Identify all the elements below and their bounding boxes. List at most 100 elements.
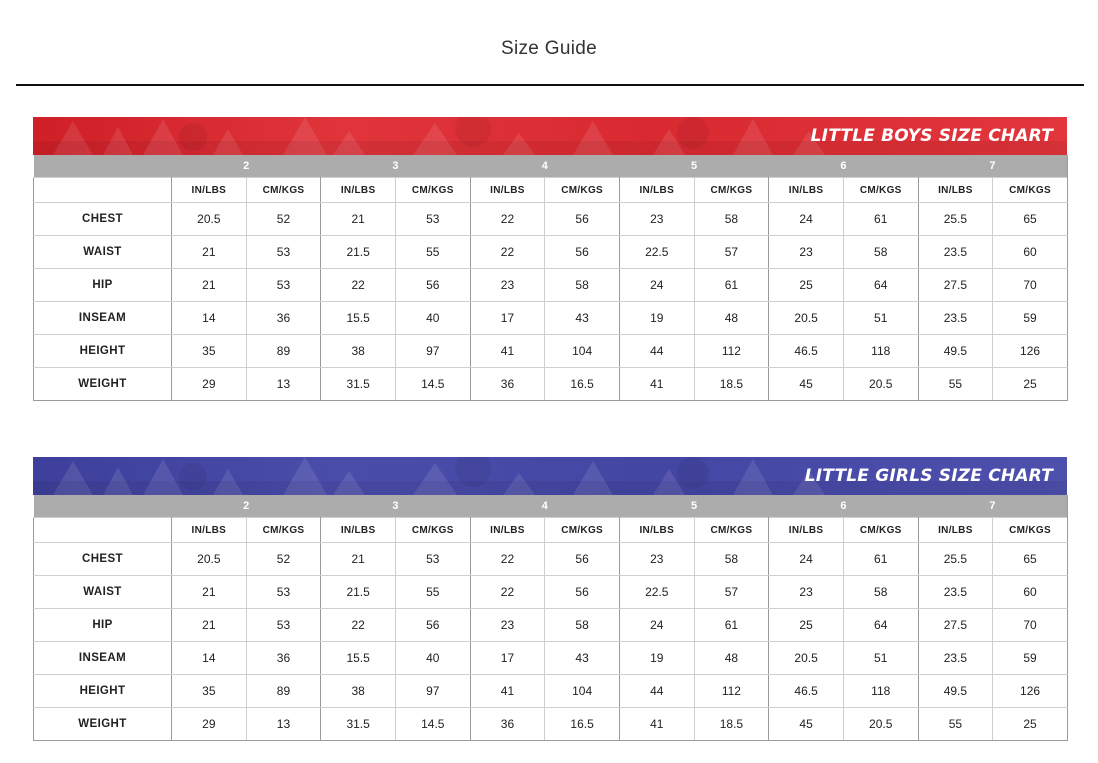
table-cell: 55 [394, 575, 471, 609]
little-girls-size-chart: LITTLE GIRLS SIZE CHART 2 3 4 5 6 7 IN/LBS CM/K… [33, 457, 1068, 741]
size-header-blank [33, 155, 172, 178]
table-cell: 22 [320, 608, 396, 642]
table-cell: 52 [245, 542, 322, 576]
table-cell: 25 [992, 707, 1068, 741]
table-cell: 40 [394, 641, 471, 675]
table-cell: 24 [618, 608, 695, 642]
table-cell: 21 [171, 235, 247, 269]
unit-header-cell: CM/KGS [245, 177, 322, 203]
table-cell: 22 [469, 575, 546, 609]
measurement-label: CHEST [33, 542, 172, 576]
table-cell: 20.5 [171, 542, 247, 576]
table-cell: 126 [992, 334, 1068, 368]
table-cell: 38 [320, 674, 396, 708]
size-header-cell: 5 [619, 155, 769, 178]
table-cell: 21 [320, 542, 396, 576]
table-cell: 56 [544, 575, 620, 609]
table-cell: 89 [245, 674, 322, 708]
measurement-label: HEIGHT [33, 334, 172, 368]
table-cell: 36 [245, 641, 322, 675]
table-cell: 23 [768, 575, 844, 609]
unit-header-cell: IN/LBS [320, 177, 396, 203]
table-cell: 112 [693, 674, 770, 708]
table-row: CHEST 20.5 52 21 53 22 56 23 58 24 61 25.5 65 [33, 542, 1068, 576]
unit-header-cell: CM/KGS [693, 177, 770, 203]
table-row: INSEAM 14 36 15.5 40 17 43 19 48 20.5 51 23.5 59 [33, 641, 1068, 675]
table-cell: 25 [992, 367, 1068, 401]
table-cell: 59 [992, 301, 1068, 335]
table-cell: 61 [693, 608, 770, 642]
unit-header-cell: IN/LBS [469, 517, 546, 543]
table-row: HIP 21 53 22 56 23 58 24 61 25 64 27.5 70 [33, 608, 1068, 642]
table-cell: 48 [693, 301, 770, 335]
table-cell: 112 [693, 334, 770, 368]
table-cell: 41 [469, 674, 546, 708]
table-row: WAIST 21 53 21.5 55 22 56 22.5 57 23 58 23.5 60 [33, 235, 1068, 269]
table-cell: 56 [544, 235, 620, 269]
table-cell: 51 [842, 641, 919, 675]
table-cell: 18.5 [693, 367, 770, 401]
unit-header-cell: IN/LBS [469, 177, 546, 203]
table-cell: 23 [618, 542, 695, 576]
table-cell: 64 [842, 608, 919, 642]
table-cell: 23.5 [917, 235, 994, 269]
unit-header-cell: CM/KGS [842, 517, 919, 543]
unit-header-cell: CM/KGS [842, 177, 919, 203]
table-cell: 31.5 [320, 707, 396, 741]
table-cell: 20.5 [171, 202, 247, 236]
size-table: 2 3 4 5 6 7 IN/LBS CM/KGS IN/LBS CM/KGS IN/LBS CM/K… [33, 155, 1068, 401]
size-header-cell: 3 [320, 155, 471, 178]
table-cell: 21.5 [320, 575, 396, 609]
table-cell: 25.5 [917, 202, 994, 236]
measurement-label: WEIGHT [33, 707, 172, 741]
table-cell: 45 [768, 367, 844, 401]
table-cell: 56 [544, 542, 620, 576]
table-cell: 23.5 [917, 575, 994, 609]
table-cell: 52 [245, 202, 322, 236]
table-cell: 22.5 [618, 575, 695, 609]
size-header-cell: 2 [171, 495, 321, 518]
table-cell: 45 [768, 707, 844, 741]
table-cell: 58 [842, 575, 919, 609]
table-cell: 60 [992, 575, 1068, 609]
table-cell: 58 [842, 235, 919, 269]
unit-header-cell: IN/LBS [618, 177, 695, 203]
table-cell: 19 [618, 301, 695, 335]
table-cell: 55 [917, 707, 994, 741]
table-cell: 58 [544, 608, 620, 642]
unit-header-cell: IN/LBS [917, 177, 994, 203]
table-cell: 89 [245, 334, 322, 368]
measurement-label: HEIGHT [33, 674, 172, 708]
unit-header-cell: CM/KGS [544, 517, 620, 543]
unit-header-cell: IN/LBS [618, 517, 695, 543]
size-header-cell: 4 [470, 495, 620, 518]
size-header-cell: 5 [619, 495, 769, 518]
table-cell: 35 [171, 674, 247, 708]
table-cell: 46.5 [768, 674, 844, 708]
table-cell: 53 [394, 542, 471, 576]
table-row: HIP 21 53 22 56 23 58 24 61 25 64 27.5 70 [33, 268, 1068, 302]
table-cell: 23 [768, 235, 844, 269]
table-row: CHEST 20.5 52 21 53 22 56 23 58 24 61 25.5 65 [33, 202, 1068, 236]
unit-header-cell: CM/KGS [394, 517, 471, 543]
table-cell: 25 [768, 268, 844, 302]
measurement-label: HIP [33, 268, 172, 302]
measurement-label: INSEAM [33, 301, 172, 335]
table-cell: 22 [469, 235, 546, 269]
table-cell: 60 [992, 235, 1068, 269]
table-cell: 14.5 [394, 707, 471, 741]
table-cell: 43 [544, 301, 620, 335]
measurement-label: HIP [33, 608, 172, 642]
table-cell: 29 [171, 707, 247, 741]
table-cell: 41 [618, 707, 695, 741]
table-cell: 56 [394, 268, 471, 302]
size-header-cell: 2 [171, 155, 321, 178]
unit-header-cell: CM/KGS [992, 177, 1068, 203]
measurement-label: CHEST [33, 202, 172, 236]
unit-header-cell: CM/KGS [693, 517, 770, 543]
forest-texture [33, 117, 1067, 155]
table-cell: 65 [992, 202, 1068, 236]
table-cell: 58 [693, 202, 770, 236]
